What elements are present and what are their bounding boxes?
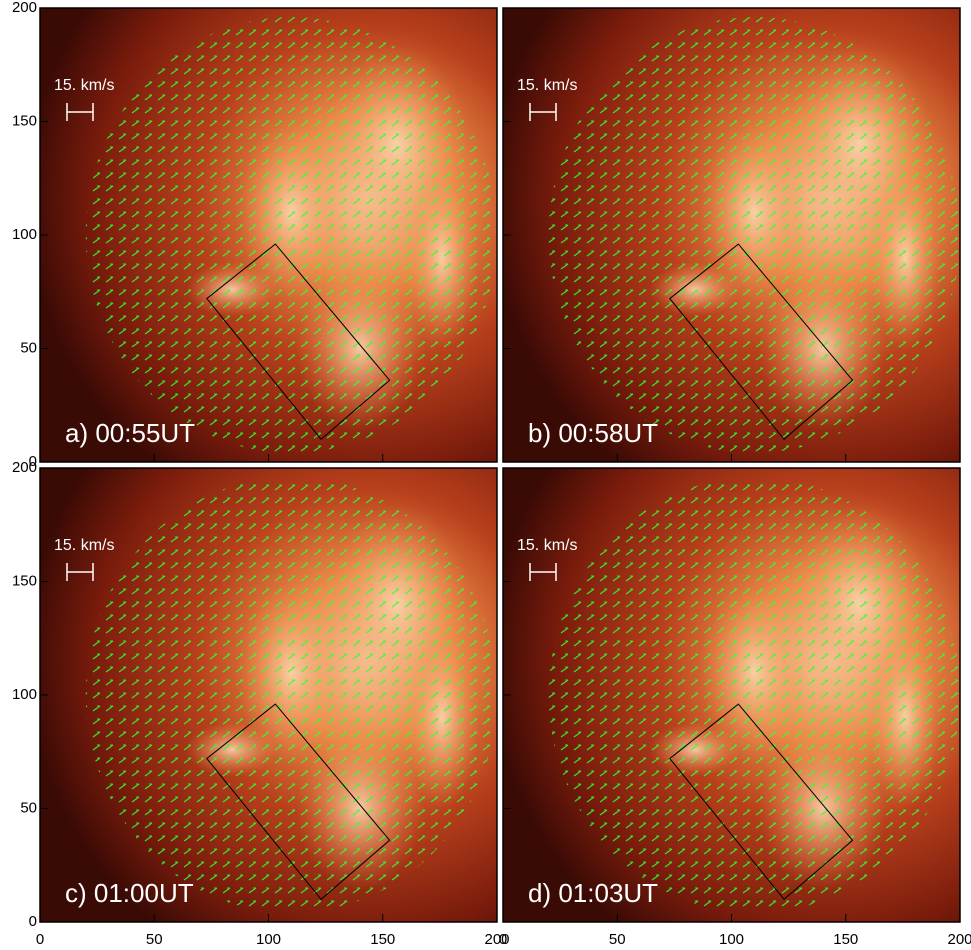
solar-image	[40, 468, 497, 922]
y-tick-label: 200	[12, 0, 37, 16]
x-tick-label: 150	[833, 931, 858, 948]
panel-label: d) 01:03UT	[528, 878, 658, 908]
y-tick-label: 150	[12, 572, 37, 589]
scale-label: 15. km/s	[54, 537, 114, 554]
solar-image	[503, 468, 960, 922]
velocity-field	[86, 17, 497, 453]
solar-image	[40, 8, 497, 462]
y-tick-label: 100	[12, 226, 37, 243]
velocity-field	[549, 477, 960, 913]
y-tick-label: 50	[20, 799, 37, 816]
y-tick-label: 150	[12, 112, 37, 129]
y-tick-label: 50	[20, 339, 37, 356]
velocity-field	[86, 477, 497, 913]
x-tick-label: 100	[256, 931, 281, 948]
x-tick-label: 50	[609, 931, 626, 948]
panel-label: c) 01:00UT	[65, 878, 194, 908]
y-tick-label: 200	[12, 459, 37, 476]
x-tick-label: 50	[146, 931, 163, 948]
scale-label: 15. km/s	[517, 537, 577, 554]
panel: 0 50 100 150 200 15. km/s d) 01:03UT	[499, 468, 971, 948]
scale-label: 15. km/s	[54, 77, 114, 94]
y-tick-label: 100	[12, 686, 37, 703]
y-tick-label: 0	[29, 913, 37, 930]
x-tick-label: 150	[370, 931, 395, 948]
x-tick-label: 0	[499, 931, 507, 948]
panel-label: a) 00:55UT	[65, 418, 195, 448]
x-tick-label: 100	[719, 931, 744, 948]
solar-image	[503, 8, 960, 462]
scale-label: 15. km/s	[517, 77, 577, 94]
panel-label: b) 00:58UT	[528, 418, 658, 448]
x-tick-label: 200	[947, 931, 971, 948]
x-tick-label: 0	[36, 931, 44, 948]
velocity-field	[549, 17, 960, 453]
figure: 0 50 100 150 200 15. km/s a) 00:55UT 15. km/s b)…	[0, 0, 971, 950]
panel: 15. km/s b) 00:58UT	[503, 8, 960, 462]
